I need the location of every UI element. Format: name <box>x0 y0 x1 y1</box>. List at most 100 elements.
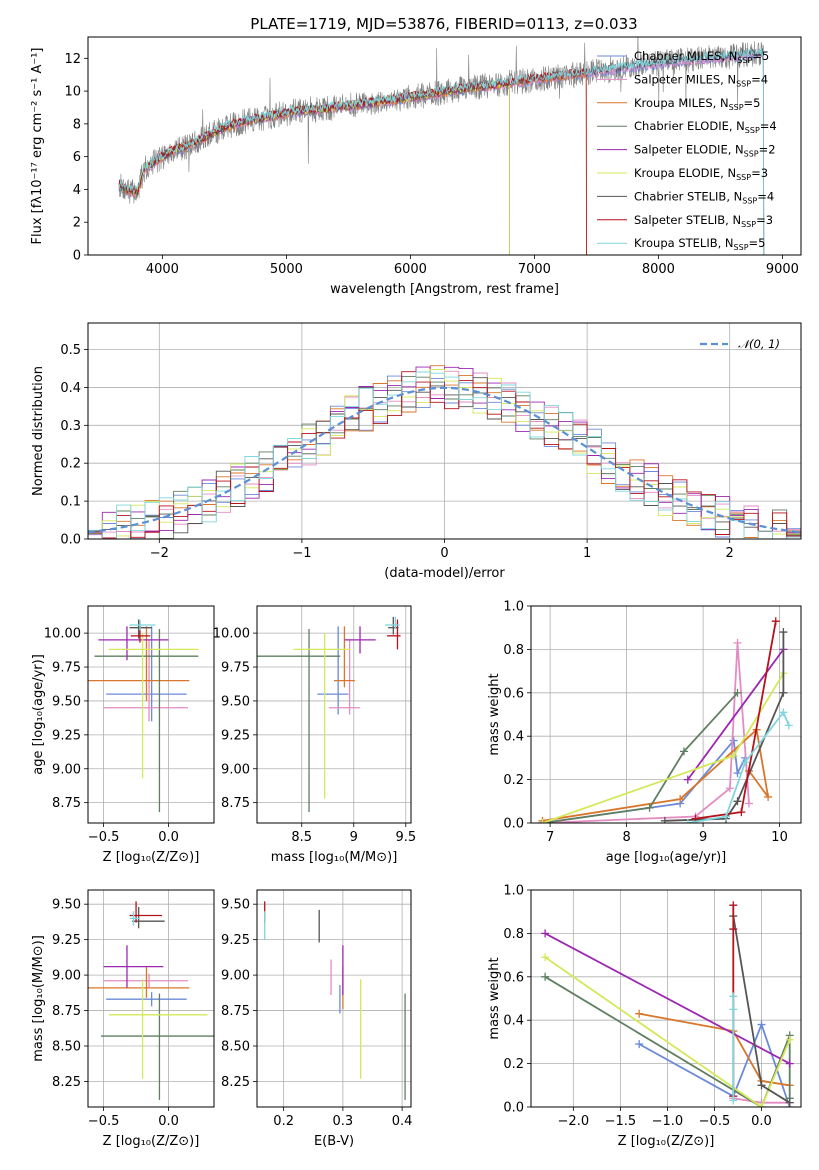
ytick-label: 4 <box>73 183 81 198</box>
xtick-label: 7 <box>546 830 554 845</box>
series-point-0 <box>729 736 738 745</box>
ytick-label: 1.0 <box>503 600 524 615</box>
panel-residuals: −2 −1 0 1 2 0.0 0.1 0.2 0.3 0.4 0.5 (data-model)/er… <box>31 322 802 581</box>
ytick-label: 0.5 <box>60 343 81 358</box>
series-point-8 <box>729 1005 738 1014</box>
xlabel: (data-model)/error <box>384 566 505 581</box>
xtick-label: −0.5 <box>88 1114 120 1129</box>
plot-area-massweight-vs-age <box>538 617 793 823</box>
residual-histogram-7 <box>88 371 801 539</box>
xtick-label: 4000 <box>146 262 179 277</box>
ytick-label: 9.25 <box>221 933 250 948</box>
residual-histogram-4 <box>88 366 801 539</box>
ytick-label: 0.4 <box>503 730 524 745</box>
plot-area-massweight-vs-Z <box>541 901 794 1107</box>
series-point-3 <box>733 688 742 697</box>
series-point-5 <box>729 751 738 760</box>
plot-area-residuals <box>88 365 801 539</box>
ytick-label: 9.75 <box>52 661 81 676</box>
ytick-label: 9.25 <box>52 933 81 948</box>
ytick-label: 0.0 <box>60 533 81 548</box>
axes-frame <box>87 889 215 1108</box>
ytick-label: 0.3 <box>60 419 81 434</box>
series-line-0 <box>542 738 747 823</box>
series-point-0 <box>733 769 742 778</box>
xlabel: wavelength [Angstrom, rest frame] <box>330 282 559 297</box>
xtick-label: 0.0 <box>158 830 179 845</box>
series-point-7 <box>771 617 780 626</box>
ytick-label: 0.6 <box>503 686 524 701</box>
ylabel: Flux [fλ10⁻¹⁷ erg cm⁻² s⁻¹ A⁻¹] <box>30 48 45 245</box>
ytick-label: 0.6 <box>503 970 524 985</box>
ytick-label: 8.25 <box>221 1075 250 1090</box>
series-point-0 <box>757 1020 766 1029</box>
ytick-label: 8.25 <box>52 1075 81 1090</box>
series-point-4 <box>683 775 692 784</box>
ytick-label: 9.00 <box>221 969 250 984</box>
figure-title: PLATE=1719, MJD=53876, FIBERID=0113, z=0… <box>250 15 637 33</box>
plot-area-mass-vs-Z <box>88 901 214 1100</box>
panel-spectrum: 4000 5000 6000 7000 8000 9000 0 2 4 6 8 10 12 wavelen… <box>30 36 802 297</box>
series-point-6 <box>779 628 788 637</box>
panel-mass-vs-Z: −0.5 0.0 8.25 8.50 8.75 9.00 9.25 9.50 Z [log₁₀(… <box>31 889 215 1149</box>
ytick-label: 12 <box>64 52 81 67</box>
ylabel: mass [log₁₀(M/M⊙)] <box>31 935 46 1062</box>
ytick-label: 0.8 <box>503 643 524 658</box>
ytick-label: 1.0 <box>503 884 524 899</box>
panel-mass-vs-EBV: 0.2 0.3 0.4 8.25 8.50 8.75 9.00 9.25 9.50 E(B-V) <box>221 889 412 1149</box>
series-point-3 <box>645 803 654 812</box>
ytick-label: 0.2 <box>503 773 524 788</box>
legend-label-4: Salpeter ELODIE, NSSP=22 <box>634 143 776 159</box>
xtick-label: 9 <box>699 830 707 845</box>
series-point-4 <box>785 1059 794 1068</box>
ytick-label: 9.50 <box>221 694 250 709</box>
series-point-2 <box>635 1009 644 1018</box>
xtick-label: 10 <box>771 830 788 845</box>
series-point-8 <box>779 708 788 717</box>
series-point-8 <box>741 758 750 767</box>
xlabel: Z [log₁₀(Z/Z⊙)] <box>103 850 200 865</box>
legend-label-6: Chabrier STELIB, NSSP=44 <box>634 189 774 205</box>
ytick-label: 9.25 <box>221 728 250 743</box>
series-line-5 <box>544 956 791 1107</box>
ytick-label: 0.0 <box>503 1101 524 1116</box>
ytick-label: 9.25 <box>52 728 81 743</box>
axes-frame <box>87 322 802 540</box>
series-point-5 <box>757 1103 766 1107</box>
xtick-label: 2 <box>726 546 734 561</box>
ytick-label: 9.75 <box>221 661 250 676</box>
plot-area-age-vs-Z <box>88 619 199 813</box>
spectrum-legend: Chabrier MILES, NSSP=55 Salpeter MILES, N… <box>597 49 777 252</box>
xlabel: Z [log₁₀(Z/Z⊙)] <box>103 1134 200 1149</box>
series-point-8 <box>722 812 731 821</box>
axes-frame <box>256 889 412 1108</box>
ytick-label: 0.4 <box>60 381 81 396</box>
xtick-label: 0.3 <box>333 1114 354 1129</box>
legend-label-2: Kroupa MILES, NSSP=55 <box>634 96 761 112</box>
ytick-label: 0 <box>73 249 81 264</box>
ytick-label: 10.00 <box>44 627 81 642</box>
panel-age-vs-Z: −0.5 0.0 8.75 9.00 9.25 9.50 9.75 10.00 Z [log₁₀… <box>31 605 215 865</box>
panel-age-vs-mass: 8.5 9 9.5 8.75 9.00 9.25 9.50 9.75 10.00 mass [lo… <box>213 605 416 865</box>
legend-label-3: Chabrier ELODIE, NSSP=44 <box>634 119 777 135</box>
xtick-label: 6000 <box>394 262 427 277</box>
xtick-label: −1 <box>292 546 311 561</box>
series-point-5 <box>541 953 550 962</box>
xtick-label: 8 <box>622 830 630 845</box>
series-line-2 <box>639 1012 790 1087</box>
series-point-7 <box>729 901 738 910</box>
series-point-1 <box>733 638 742 647</box>
ytick-label: 8.50 <box>221 1040 250 1055</box>
legend-label-0: Chabrier MILES, NSSP=55 <box>634 49 769 65</box>
xtick-label: 9000 <box>766 262 799 277</box>
ytick-label: 8 <box>73 117 81 132</box>
ylabel: mass weight <box>487 673 502 755</box>
xtick-label: 5000 <box>270 262 303 277</box>
series-point-8 <box>729 1096 738 1105</box>
ytick-label: 9.50 <box>52 694 81 709</box>
ylabel: age [log₁₀(age/yr)] <box>31 654 46 775</box>
series-point-8 <box>683 819 692 823</box>
series-point-6 <box>779 688 788 697</box>
axes-frame <box>256 605 412 824</box>
